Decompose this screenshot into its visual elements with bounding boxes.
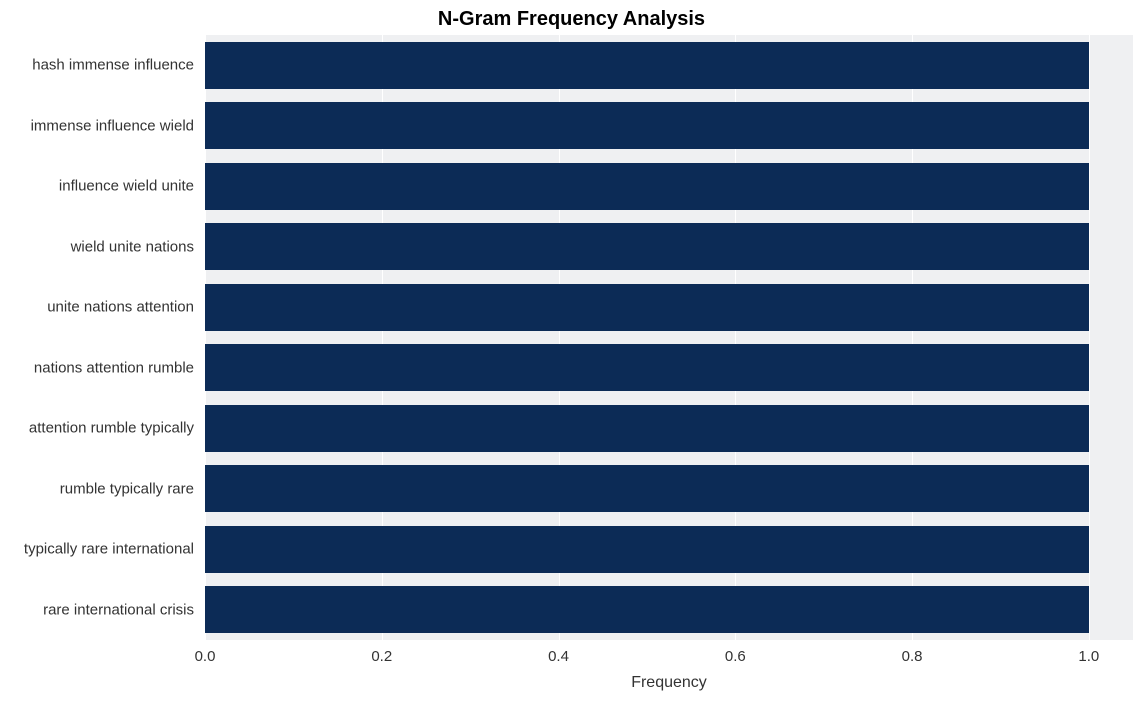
bar [205, 163, 1089, 210]
plot-area [205, 35, 1133, 640]
bar-row [205, 586, 1133, 633]
bar [205, 344, 1089, 391]
bar [205, 526, 1089, 573]
x-axis-title: Frequency [205, 674, 1133, 692]
bar [205, 223, 1089, 270]
chart-title: N-Gram Frequency Analysis [0, 8, 1143, 31]
bars-container [205, 35, 1133, 640]
y-tick-label: attention rumble typically [29, 420, 194, 437]
bar-row [205, 102, 1133, 149]
bar-row [205, 42, 1133, 89]
y-axis-labels: hash immense influence immense influence … [0, 35, 200, 640]
bar-row [205, 405, 1133, 452]
x-tick-label: 1.0 [1078, 648, 1099, 665]
y-tick-label: influence wield unite [59, 178, 194, 195]
x-tick-label: 0.4 [548, 648, 569, 665]
bar [205, 284, 1089, 331]
y-tick-label: rumble typically rare [60, 480, 194, 497]
x-axis-ticks: 0.00.20.40.60.81.0 [205, 648, 1133, 668]
bar-row [205, 344, 1133, 391]
bar [205, 586, 1089, 633]
x-tick-label: 0.0 [195, 648, 216, 665]
y-tick-label: rare international crisis [43, 601, 194, 618]
bar [205, 42, 1089, 89]
bar-row [205, 223, 1133, 270]
y-tick-label: typically rare international [24, 541, 194, 558]
bar-row [205, 284, 1133, 331]
bar-row [205, 163, 1133, 210]
y-tick-label: hash immense influence [32, 57, 194, 74]
bar-row [205, 465, 1133, 512]
y-tick-label: nations attention rumble [34, 359, 194, 376]
bar-row [205, 526, 1133, 573]
y-tick-label: immense influence wield [31, 117, 194, 134]
x-tick-label: 0.6 [725, 648, 746, 665]
bar [205, 102, 1089, 149]
bar [205, 465, 1089, 512]
x-tick-label: 0.8 [902, 648, 923, 665]
y-tick-label: wield unite nations [71, 238, 194, 255]
ngram-frequency-chart: N-Gram Frequency Analysis hash immense i… [0, 0, 1143, 701]
x-tick-label: 0.2 [371, 648, 392, 665]
bar [205, 405, 1089, 452]
y-tick-label: unite nations attention [47, 299, 194, 316]
